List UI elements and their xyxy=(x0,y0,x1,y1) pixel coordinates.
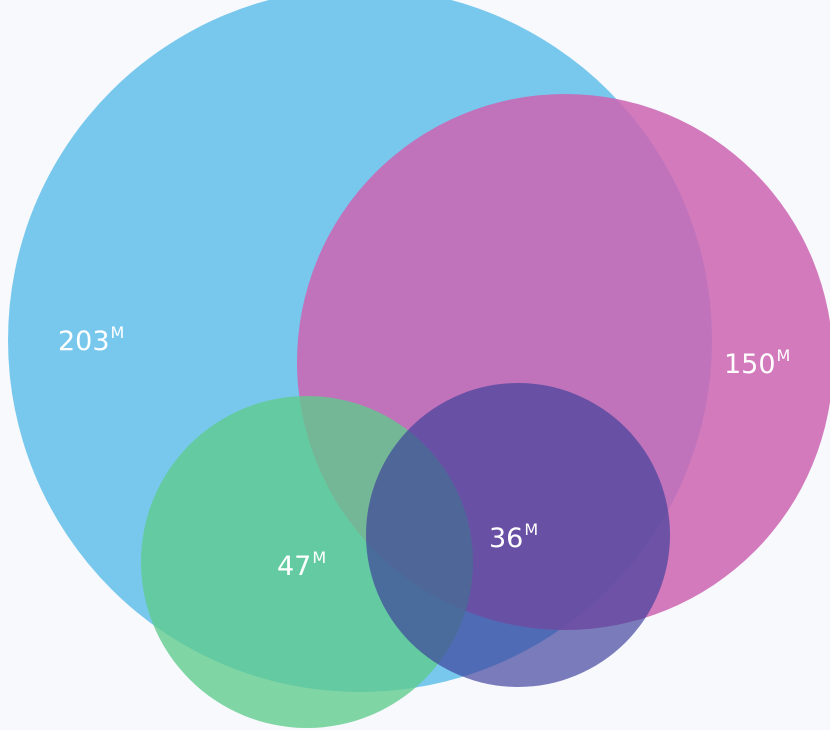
set-label-150m: 150M xyxy=(724,346,791,380)
set-value: 150 xyxy=(724,349,776,380)
set-unit: M xyxy=(110,323,125,342)
set-label-47m: 47M xyxy=(277,548,327,582)
set-value: 47 xyxy=(277,551,312,582)
set-unit: M xyxy=(524,520,539,539)
circle-36m xyxy=(366,383,670,687)
set-label-203m: 203M xyxy=(58,323,125,357)
set-label-36m: 36M xyxy=(489,520,539,554)
set-value: 36 xyxy=(489,523,524,554)
set-value: 203 xyxy=(58,326,110,357)
set-unit: M xyxy=(312,548,327,567)
set-unit: M xyxy=(776,346,791,365)
